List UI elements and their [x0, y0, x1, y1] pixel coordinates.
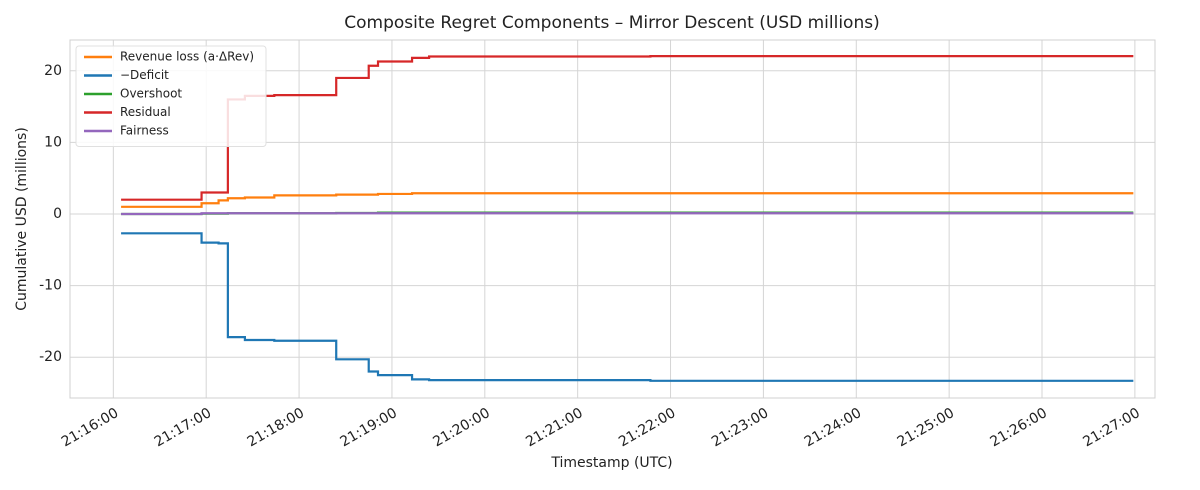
series-line: [121, 192, 1134, 208]
series-line: [121, 212, 1134, 216]
legend-label: Revenue loss (a·ΔRev): [120, 50, 254, 64]
plot-frame: [69, 39, 1156, 399]
x-axis-label: Timestamp (UTC): [550, 455, 672, 471]
y-tick-label: 0: [53, 206, 62, 222]
legend-frame: [75, 45, 267, 147]
y-tick-label: -20: [39, 349, 62, 365]
series-line: [121, 55, 1134, 201]
series-line: [121, 232, 1134, 382]
legend-label: Overshoot: [120, 87, 182, 101]
y-tick-label: 20: [44, 63, 62, 79]
legend-label: Fairness: [120, 124, 169, 138]
y-tick-label: -10: [39, 278, 62, 294]
y-tick-label: 10: [44, 134, 62, 150]
chart-title: Composite Regret Components – Mirror Des…: [344, 13, 879, 33]
y-axis-label: Cumulative USD (millions): [14, 127, 30, 311]
legend-label: −Deficit: [120, 68, 169, 82]
legend-label: Residual: [120, 105, 171, 119]
